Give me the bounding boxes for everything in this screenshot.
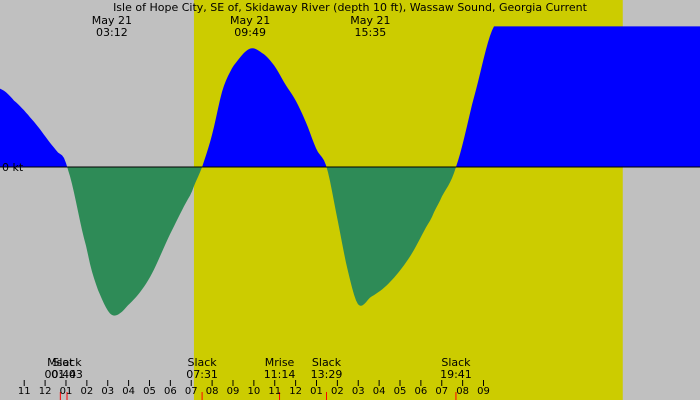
x-tick-label-8: 07: [185, 386, 198, 397]
event-time-3: 11:14: [264, 368, 296, 381]
x-tick-label-21: 08: [456, 386, 469, 397]
x-tick-label-18: 05: [394, 386, 407, 397]
top-date-label-2: May 21: [350, 14, 390, 27]
bottom-events: Mset00:44Slack01:03Slack07:31Mrise11:14S…: [44, 356, 472, 400]
x-tick-label-1: 12: [39, 386, 52, 397]
ebb-area-3: [326, 167, 456, 306]
event-label-0: Mset: [47, 356, 74, 369]
event-label-1: Slack: [52, 356, 82, 369]
event-time-2: 07:31: [186, 368, 218, 381]
top-date-label-0: May 21: [92, 14, 132, 27]
x-tick-label-5: 04: [122, 386, 135, 397]
x-tick-label-10: 09: [227, 386, 240, 397]
x-tick-label-17: 04: [373, 386, 386, 397]
flood-area-2: [202, 48, 327, 168]
x-tick-label-12: 11: [268, 386, 281, 397]
top-time-label-0: 03:12: [96, 26, 128, 39]
x-tick-label-20: 07: [435, 386, 448, 397]
ebb-area-1: [67, 167, 203, 316]
event-label-4: Slack: [312, 356, 342, 369]
event-time-5: 19:41: [440, 368, 472, 381]
zero-knot-label: 0 kt: [2, 161, 24, 174]
top-date-label-1: May 21: [230, 14, 270, 27]
top-time-label-2: 15:35: [355, 26, 387, 39]
chart-title: Isle of Hope City, SE of, Skidaway River…: [113, 1, 588, 14]
flood-area-4: [455, 26, 700, 168]
x-tick-label-4: 03: [101, 386, 114, 397]
x-tick-label-6: 05: [143, 386, 156, 397]
x-axis: 11 12 01 02 03 04 05 06 07 08 09 10 11 12 01 02 03 04 05 06…: [18, 380, 490, 397]
event-time-0: 00:44: [44, 368, 76, 381]
x-tick-label-13: 12: [289, 386, 302, 397]
flood-area-0: [0, 88, 68, 167]
x-tick-label-11: 10: [247, 386, 260, 397]
event-time-4: 13:29: [311, 368, 343, 381]
event-label-3: Mrise: [265, 356, 295, 369]
x-tick-label-2: 01: [60, 386, 73, 397]
event-label-2: Slack: [187, 356, 217, 369]
event-label-5: Slack: [441, 356, 471, 369]
x-tick-label-0: 11: [18, 386, 31, 397]
x-tick-label-22: 09: [477, 386, 490, 397]
x-tick-label-19: 06: [415, 386, 428, 397]
current-areas: [0, 26, 700, 316]
x-tick-label-16: 03: [352, 386, 365, 397]
x-tick-label-9: 08: [206, 386, 219, 397]
x-tick-label-3: 02: [80, 386, 93, 397]
top-time-label-1: 09:49: [234, 26, 266, 39]
x-tick-label-7: 06: [164, 386, 177, 397]
x-tick-label-15: 02: [331, 386, 344, 397]
x-tick-label-14: 01: [310, 386, 323, 397]
event-time-1: 01:03: [51, 368, 83, 381]
